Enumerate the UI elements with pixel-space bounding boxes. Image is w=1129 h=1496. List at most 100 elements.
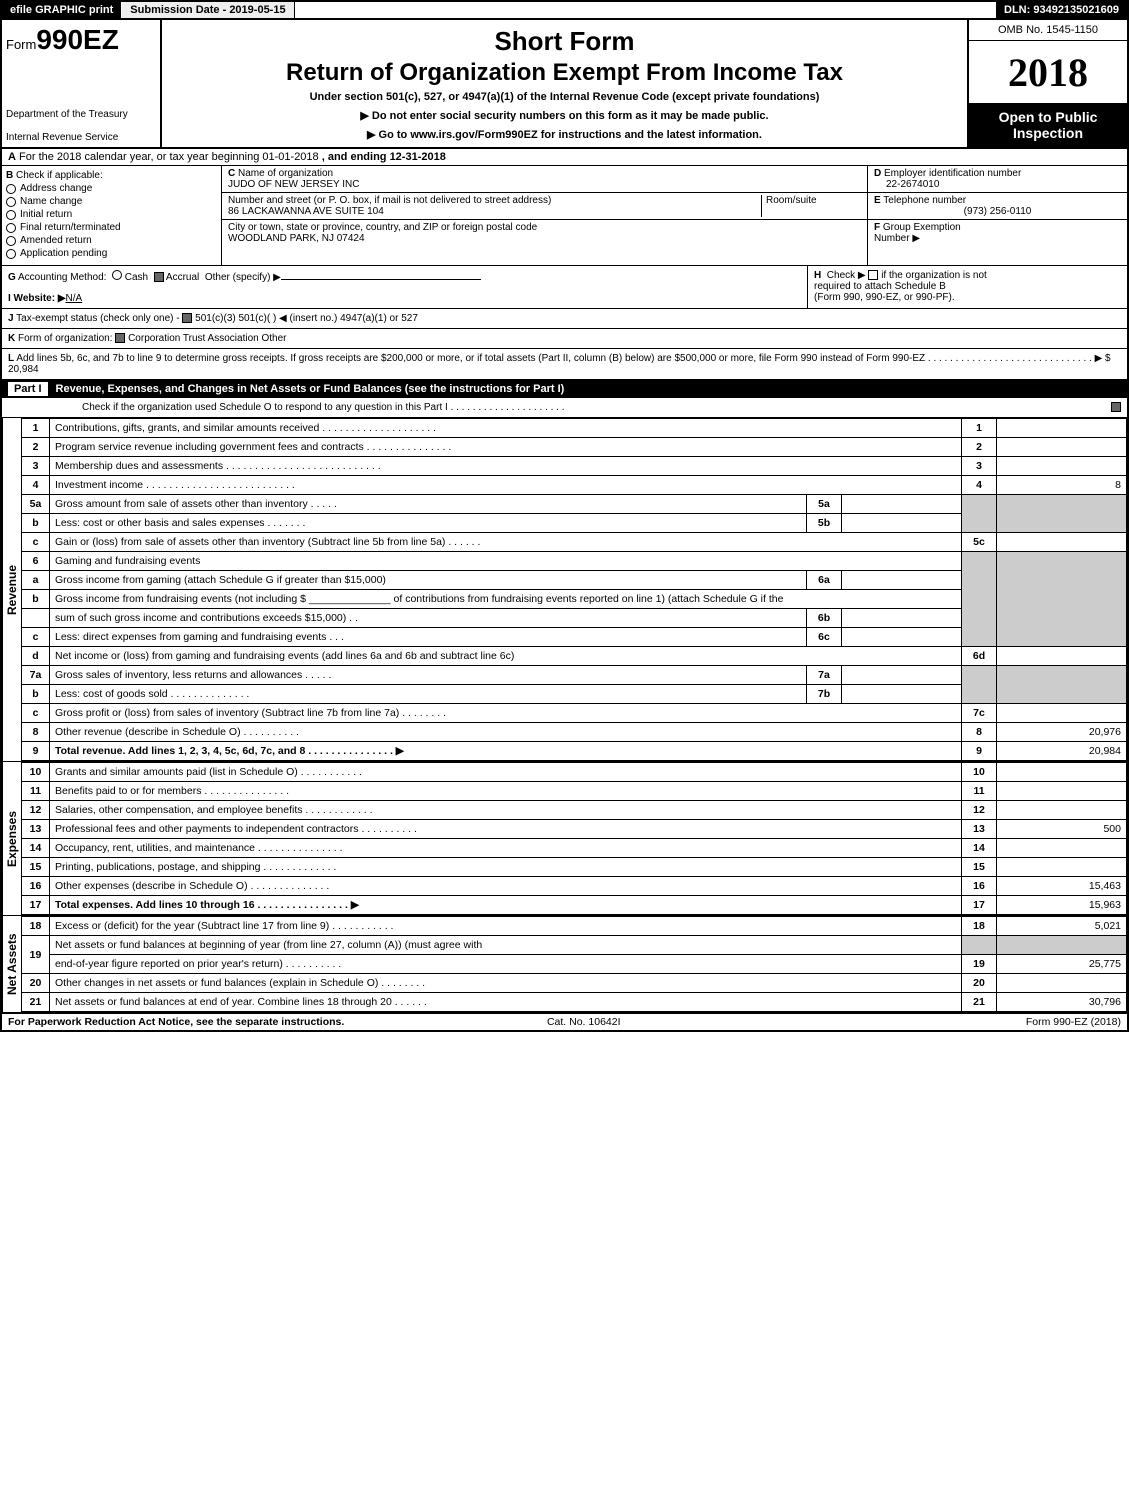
section-f: F Group Exemption Number ▶ bbox=[868, 220, 1127, 246]
k-text: Form of organization: bbox=[18, 333, 113, 344]
line-6d-amt bbox=[997, 647, 1127, 666]
entity-row: B Check if applicable: Address change Na… bbox=[2, 166, 1127, 266]
chk-address-change[interactable]: Address change bbox=[6, 183, 217, 194]
header-middle: Short Form Return of Organization Exempt… bbox=[162, 20, 967, 147]
header-left: Form990EZ Department of the Treasury Int… bbox=[2, 20, 162, 147]
section-l: L Add lines 5b, 6c, and 7b to line 9 to … bbox=[2, 349, 1127, 380]
line-2: 2Program service revenue including gover… bbox=[22, 438, 1127, 457]
section-h: H Check ▶ if the organization is not req… bbox=[807, 266, 1127, 308]
part-1-label: Part I bbox=[8, 382, 48, 396]
line-21-desc: Net assets or fund balances at end of ye… bbox=[50, 993, 962, 1012]
part-1-title: Revenue, Expenses, and Changes in Net As… bbox=[56, 383, 565, 395]
line-11-no: 11 bbox=[962, 782, 997, 801]
open-public-line2: Inspection bbox=[1013, 125, 1083, 141]
other-input[interactable] bbox=[281, 279, 481, 280]
line-6d-desc: Net income or (loss) from gaming and fun… bbox=[50, 647, 962, 666]
chk-name-change[interactable]: Name change bbox=[6, 196, 217, 207]
line-9-no: 9 bbox=[962, 742, 997, 761]
goto-link[interactable]: ▶ Go to www.irs.gov/Form990EZ for instru… bbox=[172, 128, 957, 141]
line-18-amt: 5,021 bbox=[997, 917, 1127, 936]
chk-final-return[interactable]: Final return/terminated bbox=[6, 222, 217, 233]
chk-schedule-o[interactable] bbox=[1111, 402, 1121, 412]
line-10-no: 10 bbox=[962, 763, 997, 782]
line-9: 9Total revenue. Add lines 1, 2, 3, 4, 5c… bbox=[22, 742, 1127, 761]
part-1-header: Part I Revenue, Expenses, and Changes in… bbox=[2, 380, 1127, 398]
line-14-amt bbox=[997, 839, 1127, 858]
line-5b-sub: 5b bbox=[807, 514, 842, 533]
line-9-amt: 20,984 bbox=[997, 742, 1127, 761]
line-15-num: 15 bbox=[22, 858, 50, 877]
d-label: D bbox=[874, 168, 881, 179]
line-19-1: 19Net assets or fund balances at beginni… bbox=[22, 936, 1127, 955]
line-1-num: 1 bbox=[22, 419, 50, 438]
i-label: I Website: ▶ bbox=[8, 293, 66, 304]
line-14-num: 14 bbox=[22, 839, 50, 858]
section-c: C Name of organization JUDO OF NEW JERSE… bbox=[222, 166, 867, 265]
line-16: 16Other expenses (describe in Schedule O… bbox=[22, 877, 1127, 896]
submission-date: Submission Date - 2019-05-15 bbox=[122, 2, 294, 18]
line-7a-sub: 7a bbox=[807, 666, 842, 685]
chk-label-name: Name change bbox=[20, 196, 82, 207]
f-text2: Number ▶ bbox=[874, 233, 920, 244]
chk-501c3[interactable] bbox=[182, 313, 192, 323]
e-label: E bbox=[874, 195, 881, 206]
section-e: E Telephone number (973) 256-0110 bbox=[868, 193, 1127, 220]
line-7a: 7aGross sales of inventory, less returns… bbox=[22, 666, 1127, 685]
line-6b-desc2: sum of such gross income and contributio… bbox=[50, 609, 807, 628]
j-text: Tax-exempt status (check only one) - bbox=[16, 313, 179, 324]
line-6a: aGross income from gaming (attach Schedu… bbox=[22, 571, 1127, 590]
line-7ab-shade-amt bbox=[997, 666, 1127, 704]
line-17-no: 17 bbox=[962, 896, 997, 915]
section-j: J Tax-exempt status (check only one) - 5… bbox=[2, 309, 1127, 329]
chk-corp[interactable] bbox=[115, 333, 125, 343]
line-6a-sub: 6a bbox=[807, 571, 842, 590]
line-11-num: 11 bbox=[22, 782, 50, 801]
line-6a-desc: Gross income from gaming (attach Schedul… bbox=[50, 571, 807, 590]
line-21-num: 21 bbox=[22, 993, 50, 1012]
a-text: For the 2018 calendar year, or tax year … bbox=[19, 151, 319, 163]
line-18-num: 18 bbox=[22, 917, 50, 936]
line-2-amt bbox=[997, 438, 1127, 457]
cash-label: Cash bbox=[125, 272, 148, 283]
chk-amended[interactable]: Amended return bbox=[6, 235, 217, 246]
under-section-text: Under section 501(c), 527, or 4947(a)(1)… bbox=[172, 91, 957, 103]
line-7c: cGross profit or (loss) from sales of in… bbox=[22, 704, 1127, 723]
line-2-no: 2 bbox=[962, 438, 997, 457]
line-3-no: 3 bbox=[962, 457, 997, 476]
line-6c-sub: 6c bbox=[807, 628, 842, 647]
chk-initial-return[interactable]: Initial return bbox=[6, 209, 217, 220]
line-6b-sub: 6b bbox=[807, 609, 842, 628]
line-3: 3Membership dues and assessments . . . .… bbox=[22, 457, 1127, 476]
line-3-desc: Membership dues and assessments . . . . … bbox=[50, 457, 962, 476]
chk-accrual[interactable] bbox=[154, 272, 164, 282]
expenses-label: Expenses bbox=[2, 762, 21, 915]
chk-cash[interactable] bbox=[112, 270, 122, 280]
org-name-cell: C Name of organization JUDO OF NEW JERSE… bbox=[222, 166, 867, 193]
line-5a: 5aGross amount from sale of assets other… bbox=[22, 495, 1127, 514]
chk-sched-b[interactable] bbox=[868, 270, 878, 280]
line-19-desc2: end-of-year figure reported on prior yea… bbox=[50, 955, 962, 974]
line-20-amt bbox=[997, 974, 1127, 993]
l-text: Add lines 5b, 6c, and 7b to line 9 to de… bbox=[8, 353, 1111, 375]
efile-print-button[interactable]: efile GRAPHIC print bbox=[2, 2, 122, 18]
line-5ab-shade bbox=[962, 495, 997, 533]
line-13: 13Professional fees and other payments t… bbox=[22, 820, 1127, 839]
line-6a-num: a bbox=[22, 571, 50, 590]
h-text4: (Form 990, 990-EZ, or 990-PF). bbox=[814, 292, 955, 303]
section-g: G Accounting Method: Cash Accrual Other … bbox=[2, 266, 807, 308]
line-5a-sv bbox=[842, 495, 962, 514]
line-10: 10Grants and similar amounts paid (list … bbox=[22, 763, 1127, 782]
line-12-desc: Salaries, other compensation, and employ… bbox=[50, 801, 962, 820]
line-4-amt: 8 bbox=[997, 476, 1127, 495]
line-5a-num: 5a bbox=[22, 495, 50, 514]
dept-treasury: Department of the Treasury bbox=[6, 109, 156, 120]
line-8-desc: Other revenue (describe in Schedule O) .… bbox=[50, 723, 962, 742]
phone-value: (973) 256-0110 bbox=[874, 206, 1121, 217]
chk-pending[interactable]: Application pending bbox=[6, 248, 217, 259]
chk-label-final: Final return/terminated bbox=[20, 222, 121, 233]
line-19-desc: Net assets or fund balances at beginning… bbox=[50, 936, 962, 955]
gh-row: G Accounting Method: Cash Accrual Other … bbox=[2, 266, 1127, 309]
line-5a-sub: 5a bbox=[807, 495, 842, 514]
irs-label: Internal Revenue Service bbox=[6, 132, 156, 143]
row-a: A For the 2018 calendar year, or tax yea… bbox=[2, 149, 1127, 166]
